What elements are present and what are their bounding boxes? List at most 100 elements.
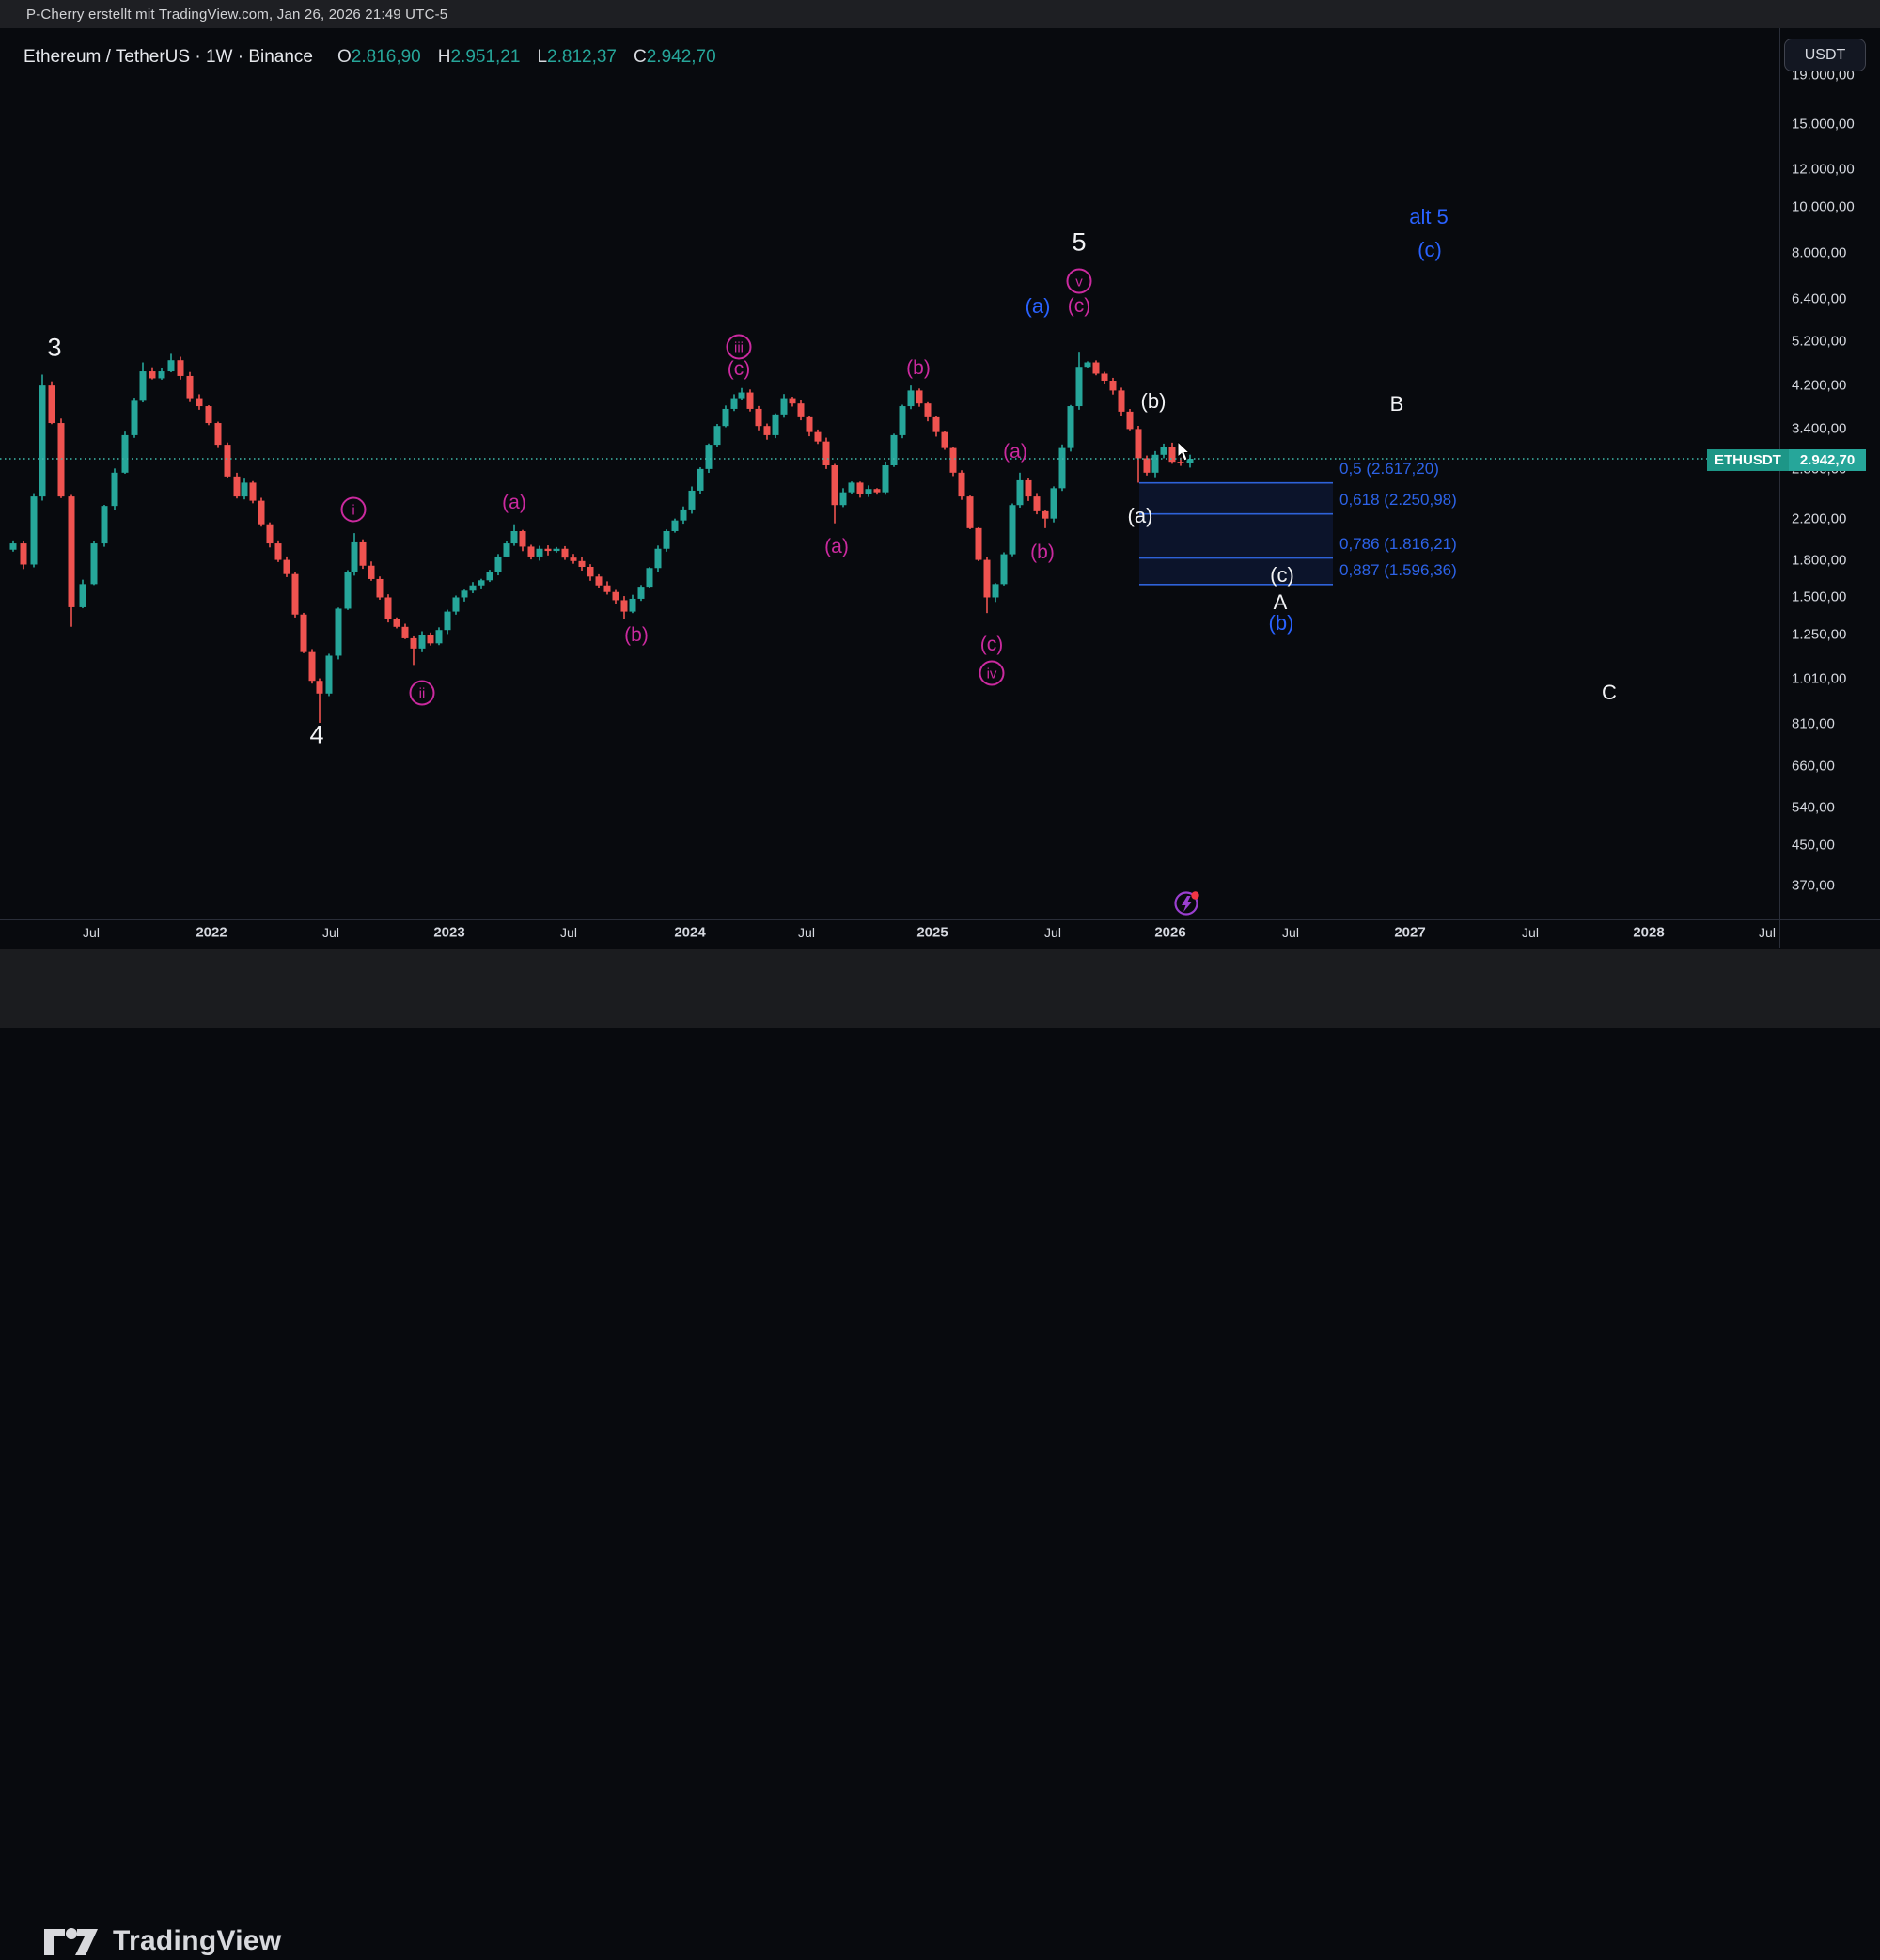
candle-body (958, 472, 965, 497)
candle-body (1058, 447, 1066, 489)
candle-body (1118, 390, 1125, 412)
candle-body (738, 392, 745, 399)
candle-body (629, 598, 636, 612)
candle-body (241, 482, 248, 497)
low-value: 2.812,37 (547, 47, 617, 67)
candle-body (814, 431, 822, 442)
candle-body (1050, 488, 1058, 519)
currency-toggle-button[interactable]: USDT (1784, 39, 1866, 71)
candle-body (368, 565, 375, 579)
candle-body (713, 426, 721, 446)
candle-body (79, 584, 86, 607)
price-tag-symbol: ETHUSDT (1707, 449, 1789, 471)
candle-body (274, 543, 282, 560)
candle-body (266, 524, 274, 544)
candle-body (932, 416, 940, 432)
candle-body (308, 651, 316, 682)
last-price-tag[interactable]: ETHUSDT 2.942,70 (1707, 449, 1867, 471)
open-label: O (337, 47, 352, 67)
candle-body (680, 509, 687, 521)
price-tag-value: 2.942,70 (1788, 449, 1867, 471)
candle-body (536, 548, 543, 557)
candle-body (461, 590, 468, 598)
candle-body (39, 385, 46, 497)
candle-body (1126, 411, 1134, 430)
candle-body (772, 414, 779, 435)
candle-body (316, 681, 323, 694)
candle-body (427, 635, 434, 644)
candle-body (196, 398, 203, 407)
candle-body (1084, 362, 1091, 368)
candle-body (637, 587, 645, 599)
candle-body (486, 572, 494, 581)
close-value: 2.942,70 (646, 47, 716, 67)
candle-body (469, 585, 477, 591)
symbol-title[interactable]: Ethereum / TetherUS · 1W · Binance (24, 47, 313, 67)
candle-body (882, 465, 889, 493)
candle-body (1168, 447, 1176, 463)
candle-body (755, 408, 762, 427)
candlestick-chart (0, 352, 1707, 724)
candle-body (654, 548, 662, 569)
candle-body (121, 434, 129, 473)
candle-body (899, 406, 906, 435)
candle-body (1177, 462, 1184, 463)
candle-body (1009, 505, 1016, 555)
candle-body (1067, 406, 1074, 448)
candle-body (746, 392, 754, 409)
candle-body (1075, 367, 1083, 407)
candle-body (839, 492, 847, 506)
fib-retracement-box[interactable] (1139, 482, 1333, 585)
candle-body (916, 390, 923, 404)
candle-body (992, 584, 999, 598)
candle-body (873, 489, 881, 493)
candle-body (544, 548, 552, 552)
chart-legend[interactable]: Ethereum / TetherUS · 1W · Binance O 2.81… (24, 47, 716, 68)
candle-body (401, 626, 409, 638)
candle-body (384, 597, 392, 619)
candle-body (131, 400, 138, 435)
candle-body (1000, 554, 1008, 585)
candle-body (620, 600, 628, 612)
candle-body (1016, 479, 1024, 506)
candle-body (376, 578, 384, 598)
candle-body (941, 431, 948, 448)
candle-body (865, 489, 872, 494)
close-label: C (634, 47, 647, 67)
attribution-bar: P-Cherry erstellt mit TradingView.com, J… (0, 0, 1880, 28)
low-label: L (537, 47, 548, 67)
candle-body (111, 472, 118, 507)
candle-body (570, 557, 577, 561)
candle-body (20, 543, 27, 565)
candle-body (1186, 458, 1194, 463)
candle-body (983, 559, 991, 598)
candle-body (595, 576, 603, 586)
candle-body (393, 619, 400, 627)
candle-body (553, 548, 560, 552)
candle-body (831, 465, 838, 506)
timeline-event-flash-icon[interactable] (1173, 889, 1201, 922)
candle-body (1135, 429, 1142, 459)
high-label: H (437, 47, 451, 67)
candle-body (688, 490, 696, 510)
candle-body (1101, 373, 1108, 381)
candle-body (1042, 510, 1049, 519)
candle-body (351, 541, 358, 572)
candle-body (101, 506, 108, 544)
candle-body (139, 371, 147, 401)
candle-body (186, 375, 194, 399)
candle-body (258, 500, 265, 525)
candle-body (503, 543, 510, 557)
candle-body (705, 445, 713, 469)
candle-body (975, 527, 982, 560)
candle-body (158, 371, 165, 379)
candle-body (167, 360, 175, 372)
candle-body (444, 611, 451, 631)
candle-body (68, 496, 75, 607)
tradingview-logo[interactable]: TradingView (43, 1922, 281, 1960)
tradingview-logo-text: TradingView (113, 1925, 282, 1956)
candle-body (519, 530, 526, 547)
candle-body (697, 468, 704, 491)
candle-body (966, 496, 974, 528)
candle-body (907, 390, 915, 407)
